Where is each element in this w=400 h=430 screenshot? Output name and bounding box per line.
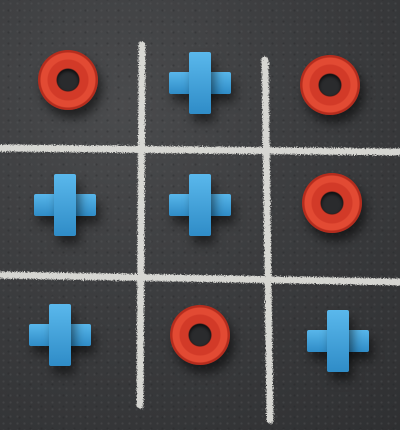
x-piece-icon bbox=[307, 310, 369, 372]
o-piece-icon bbox=[38, 50, 98, 110]
cell-1-0[interactable] bbox=[5, 140, 125, 270]
o-piece-icon bbox=[170, 305, 230, 365]
cell-0-2[interactable] bbox=[270, 20, 390, 150]
cell-2-1[interactable] bbox=[140, 270, 260, 400]
cell-1-1[interactable] bbox=[140, 140, 260, 270]
x-piece-bar-vertical bbox=[189, 174, 211, 236]
chalk-line-vertical-1 bbox=[136, 41, 146, 409]
cell-1-2[interactable] bbox=[272, 138, 392, 268]
x-piece-icon bbox=[34, 174, 96, 236]
cell-0-0[interactable] bbox=[8, 15, 128, 145]
cell-2-2[interactable] bbox=[278, 276, 398, 406]
x-piece-bar-vertical bbox=[327, 310, 349, 372]
x-piece-icon bbox=[29, 304, 91, 366]
cell-0-1[interactable] bbox=[140, 18, 260, 148]
o-piece-icon bbox=[300, 55, 360, 115]
x-piece-icon bbox=[169, 174, 231, 236]
x-piece-bar-vertical bbox=[49, 304, 71, 366]
chalk-line-vertical-2 bbox=[261, 56, 274, 424]
chalk-line-horizontal-2 bbox=[0, 271, 400, 286]
o-piece-icon bbox=[302, 173, 362, 233]
chalk-line-horizontal-1 bbox=[0, 144, 400, 156]
cell-2-0[interactable] bbox=[0, 270, 120, 400]
x-piece-bar-vertical bbox=[54, 174, 76, 236]
x-piece-bar-vertical bbox=[189, 52, 211, 114]
x-piece-icon bbox=[169, 52, 231, 114]
